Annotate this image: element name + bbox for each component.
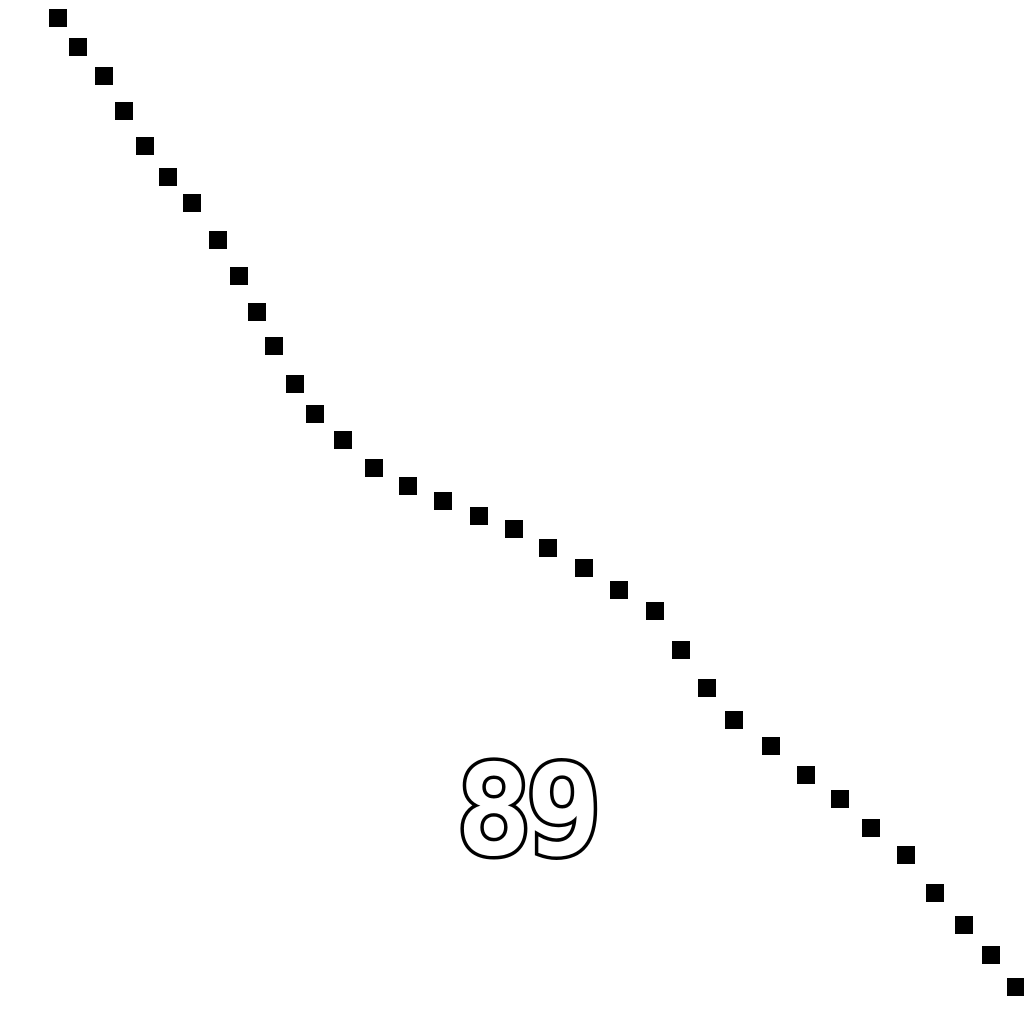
line-dot	[575, 559, 593, 577]
line-dot	[926, 884, 944, 902]
line-dot	[306, 405, 324, 423]
line-dot	[672, 641, 690, 659]
line-dot	[334, 431, 352, 449]
line-dot	[470, 507, 488, 525]
line-dot	[505, 520, 523, 538]
line-dot	[115, 102, 133, 120]
line-dot	[286, 375, 304, 393]
line-dot	[69, 38, 87, 56]
line-dot	[183, 194, 201, 212]
line-dot	[365, 459, 383, 477]
line-dot	[209, 231, 227, 249]
line-dot	[725, 711, 743, 729]
line-dot	[539, 539, 557, 557]
line-dot	[982, 946, 1000, 964]
line-dot	[646, 602, 664, 620]
line-dot	[265, 337, 283, 355]
line-dot	[248, 303, 266, 321]
line-dot	[955, 916, 973, 934]
number-label: 89	[453, 737, 606, 884]
line-dot	[49, 9, 67, 27]
line-dot	[434, 492, 452, 510]
line-dot	[862, 819, 880, 837]
line-dot	[136, 137, 154, 155]
line-dot	[1007, 978, 1024, 996]
line-dot	[831, 790, 849, 808]
line-dot	[897, 846, 915, 864]
line-dot	[230, 267, 248, 285]
line-dot	[698, 679, 716, 697]
line-dot	[399, 477, 417, 495]
line-dot	[159, 168, 177, 186]
line-dot	[762, 737, 780, 755]
line-dot	[95, 67, 113, 85]
line-dot	[610, 581, 628, 599]
line-dot	[797, 766, 815, 784]
